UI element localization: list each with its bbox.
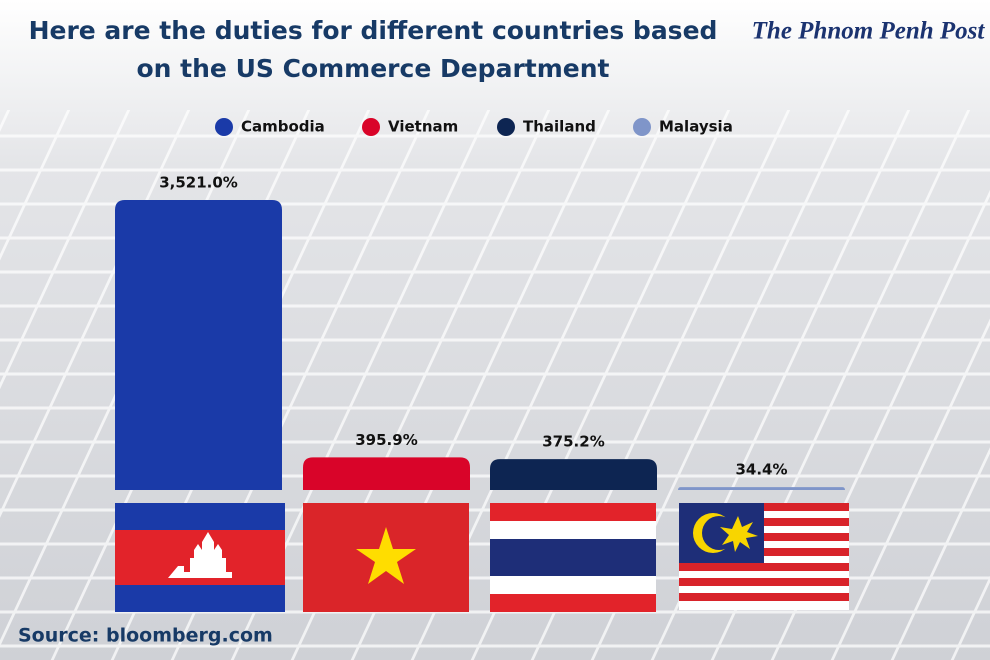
value-label: 3,521.0% — [159, 174, 238, 192]
legend-swatch — [633, 118, 651, 136]
bar — [678, 487, 845, 490]
flag-vietnam — [303, 503, 469, 612]
legend-label: Malaysia — [659, 118, 733, 136]
legend-swatch — [215, 118, 233, 136]
bar — [115, 200, 282, 490]
legend-label: Vietnam — [388, 118, 458, 136]
flags — [115, 503, 849, 612]
value-label: 34.4% — [735, 461, 787, 479]
bar — [490, 459, 657, 490]
legend-label: Thailand — [523, 118, 596, 136]
flag-malaysia — [679, 503, 849, 610]
logo: The Phnom Penh Post — [752, 18, 986, 45]
legend-swatch — [497, 118, 515, 136]
flag-thailand — [490, 503, 656, 612]
value-label: 395.9% — [355, 431, 417, 449]
bar — [303, 457, 470, 490]
flag-cambodia — [115, 503, 285, 612]
legend-swatch — [362, 118, 380, 136]
chart-title: Here are the duties for different countr… — [29, 16, 718, 83]
source: Source: bloomberg.com — [18, 625, 273, 647]
value-label: 375.2% — [542, 433, 604, 451]
legend-label: Cambodia — [241, 118, 325, 136]
